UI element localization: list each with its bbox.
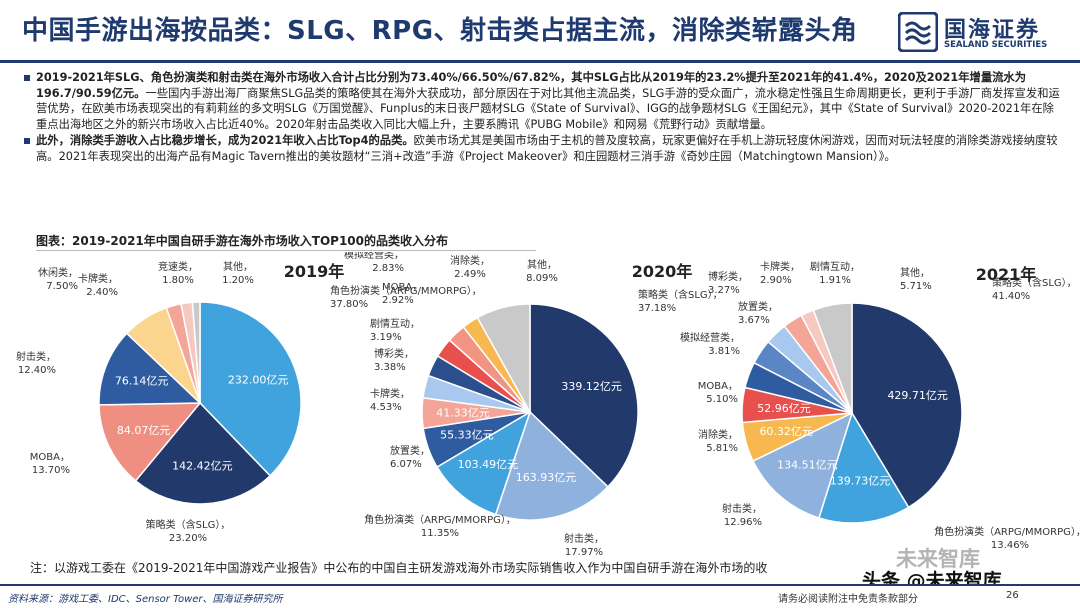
pie-slice [494, 410, 609, 521]
pie-slice [529, 303, 639, 488]
bullet-list: 2019-2021年SLG、角色扮演类和射击类在海外市场收入合计占比分别为73.… [22, 70, 1062, 166]
slice-value-label: 139.73亿元 [830, 475, 891, 488]
slice-category-label: 模拟经营类， 2.83% [344, 252, 404, 274]
slice-category-label: 射击类， 17.97% [564, 532, 604, 557]
slice-value-label: 84.07亿元 [117, 424, 171, 437]
pie-slice [98, 332, 202, 406]
pie-chart-2: 429.71亿元 策略类（含SLG）， 41.40% 139.73亿元角色扮演类（AR… [680, 260, 1080, 551]
sealand-logo-icon [898, 12, 938, 52]
pie-slice [476, 303, 531, 415]
slice-category-label: 策略类（含SLG）， 41.40% [992, 276, 1077, 302]
watermark-text: 未来智库 [896, 547, 980, 571]
slice-category-label: MOBA， 5.10% [698, 381, 738, 405]
slice-value-label: 76.14亿元 [115, 374, 169, 387]
slice-category-label: 射击类， 12.96% [722, 502, 762, 528]
pie-slice [199, 301, 302, 477]
slice-value-label: 429.71亿元 [887, 389, 948, 402]
pie-slice [436, 410, 532, 516]
slice-value-label: 103.49亿元 [458, 458, 519, 471]
slice-category-label: 竞速类， 1.80% [158, 260, 198, 286]
slice-category-label: 消除类， 2.49% [450, 254, 490, 280]
slice-category-label: 其他， 5.71% [900, 266, 932, 292]
pie-year-title: 2020年 [632, 262, 693, 281]
pie-slice [191, 301, 201, 404]
slice-category-label: MOBA， 2.92% [382, 282, 422, 306]
pie-slice [817, 411, 910, 524]
bullet-text: 欧美市场尤其是美国市场由于主机的普及度较高，玩家更偏好在手机上游玩轻度休闲游戏，… [36, 134, 1058, 163]
slice-value-label: 339.12亿元 [561, 380, 622, 393]
slice-value-label: 232.00亿元 [228, 374, 289, 387]
slice-category-label: MOBA， 13.70% [30, 452, 70, 476]
slice-category-label: 角色扮演类（ARPG/MMORPG）， 37.80% [330, 284, 482, 310]
slice-category-label: 卡牌类， 2.90% [760, 260, 800, 286]
slice-value-label: 134.51亿元 [777, 459, 838, 472]
slice-category-label: 放置类， 3.67% [738, 300, 778, 326]
slice-category-label: 博彩类， 3.27% [708, 270, 748, 296]
disclaimer-text: 请务必阅读附注中免责条款部分 [778, 594, 918, 605]
pie-slice [98, 402, 202, 482]
figure-title-underline [36, 250, 536, 251]
bullet-highlight: 此外，消除类手游收入占比稳步增长，成为2021年收入占比Top4的品类。 [36, 134, 414, 148]
slice-category-label: 角色扮演类（ARPG/MMORPG）， 11.35% [364, 513, 516, 539]
slice-category-label: 消除类， 5.81% [698, 428, 738, 454]
footnote: 注：以游戏工委在《2019-2021年中国游戏产业报告》中公布的中国自主研发游戏… [30, 561, 768, 575]
pie-chart-0: 232.00亿元 角色扮演类（ARPG/MMORPG）， 37.80% 142.42亿… [16, 260, 482, 544]
slice-category-label: 策略类（含SLG）， 37.18% [638, 288, 723, 314]
page-number: 26 [1006, 590, 1019, 601]
slice-category-label: 卡牌类， 2.40% [78, 272, 118, 298]
pie-slice [134, 401, 272, 505]
header-divider [0, 60, 1080, 63]
slice-category-label: 休闲类， 7.50% [38, 266, 78, 292]
slice-value-label: 55.33亿元 [440, 429, 494, 442]
sealand-logo: 国海证券 SEALAND SECURITIES [898, 10, 1058, 56]
bullet-item: 此外，消除类手游收入占比稳步增长，成为2021年收入占比Top4的品类。欧美市场… [22, 133, 1062, 164]
slice-value-label: 41.33亿元 [436, 407, 490, 420]
bullet-item: 2019-2021年SLG、角色扮演类和射击类在海外市场收入合计占比分别为73.… [22, 70, 1062, 132]
pie-slice [812, 302, 853, 414]
bullet-highlight: 2019-2021年SLG、角色扮演类和射击类在海外市场收入合计占比分别为73.… [36, 71, 1027, 100]
slice-value-label: 142.42亿元 [172, 460, 233, 473]
pie-year-title: 2019年 [284, 262, 345, 281]
slice-category-label: 其他， 8.09% [526, 258, 558, 284]
logo-text-cn: 国海证券 [944, 18, 1041, 43]
slice-category-label: 模拟经营类， 3.81% [680, 331, 740, 357]
slice-category-label: 其他， 1.20% [222, 260, 254, 286]
page-title: 中国手游出海按品类：SLG、RPG、射击类占据主流，消除类崭露头角 [22, 16, 858, 46]
slice-value-label: 52.96亿元 [757, 402, 811, 415]
source-text: 资料来源：游戏工委、IDC、Sensor Tower、国海证券研究所 [8, 594, 283, 605]
pie-charts: 232.00亿元 角色扮演类（ARPG/MMORPG）， 37.80% 142.42亿… [16, 252, 1080, 557]
footer: 资料来源：游戏工委、IDC、Sensor Tower、国海证券研究所 请务必阅读… [0, 584, 1080, 608]
slice-category-label: 策略类（含SLG）， 23.20% [146, 518, 231, 544]
slice-category-label: 角色扮演类（ARPG/MMORPG）， 13.46% [934, 525, 1080, 551]
pie-year-title: 2021年 [976, 265, 1037, 284]
bullet-text: 一些国内手游出海厂商聚焦SLG品类的策略使其在海外大获成功，部分原因在于对比其他… [36, 86, 1060, 131]
logo-text-en: SEALAND SECURITIES [944, 40, 1048, 50]
slice-value-label: 60.32亿元 [759, 425, 813, 438]
slice-category-label: 博彩类， 3.38% [374, 347, 414, 373]
slice-category-label: 卡牌类， 4.53% [370, 387, 410, 413]
slice-category-label: 射击类， 12.40% [16, 350, 56, 376]
pie-slice [752, 411, 854, 519]
slice-category-label: 剧情互动， 3.19% [370, 317, 420, 343]
slice-value-label: 163.93亿元 [516, 471, 577, 484]
slice-category-label: 剧情互动， 1.91% [810, 260, 860, 286]
pie-slice [851, 302, 963, 509]
figure-title: 图表：2019-2021年中国自研手游在海外市场收入TOP100的品类收入分布 [36, 234, 449, 248]
slice-category-label: 放置类， 6.07% [390, 444, 430, 470]
footer-divider [0, 584, 1080, 586]
